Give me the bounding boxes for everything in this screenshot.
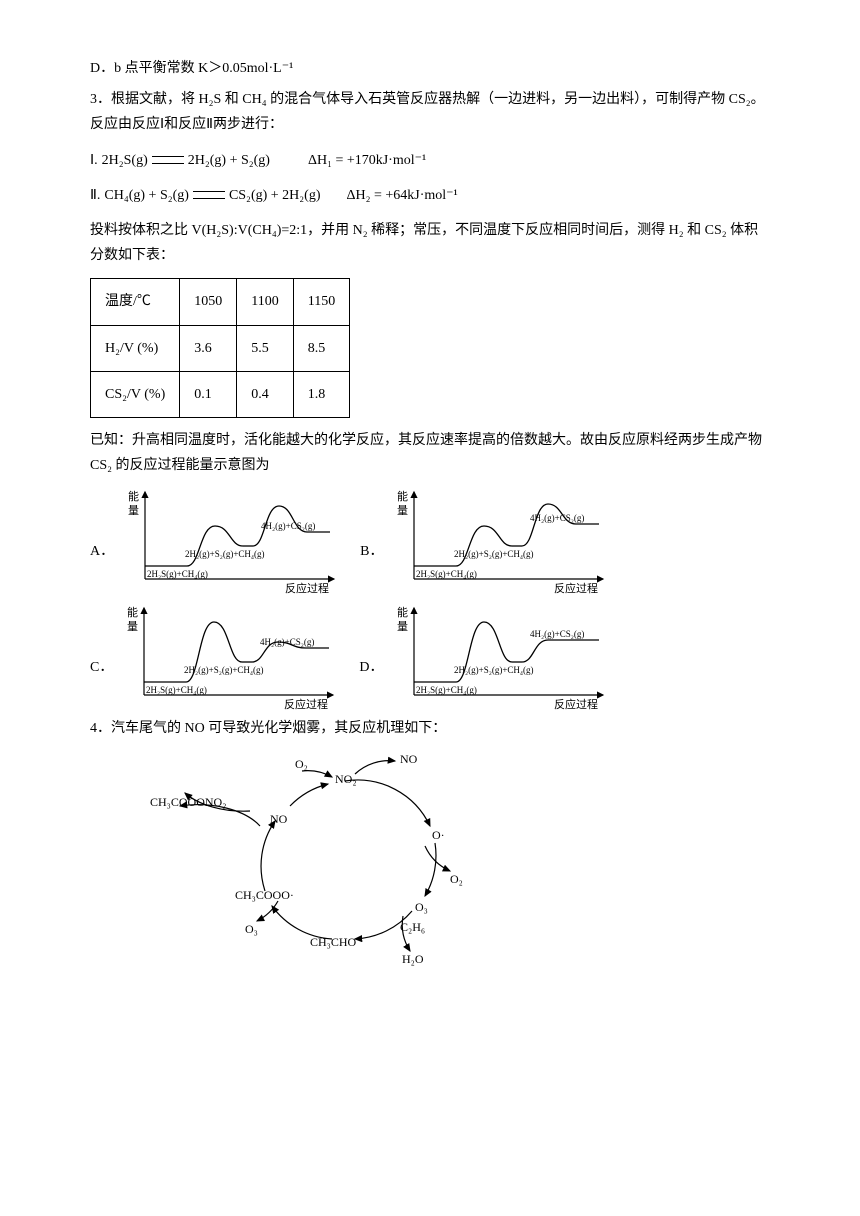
svg-text:能: 能 <box>127 605 138 619</box>
r1-left: 2H₂S(g) <box>102 148 148 173</box>
svg-text:CH₃COOO·: CH₃COOO· <box>235 888 294 902</box>
svg-text:2H₂(g)+S₂(g)+CH₄(g): 2H₂(g)+S₂(g)+CH₄(g) <box>454 665 534 675</box>
table-cell: 1050 <box>180 279 237 325</box>
option-d-text: D．b 点平衡常数 K＞0.05mol·L⁻¹ <box>90 56 770 81</box>
table-row: CS₂/V (%) 0.1 0.4 1.8 <box>91 371 350 417</box>
table-cell: 0.4 <box>237 371 293 417</box>
table-cell: 5.5 <box>237 325 293 371</box>
reaction-2: Ⅱ. CH₄(g) + S₂(g) CS₂(g) + 2H₂(g) ΔH₂ = … <box>90 183 770 208</box>
svg-text:能: 能 <box>397 605 408 619</box>
svg-text:C₂H₆: C₂H₆ <box>400 920 425 934</box>
r1-label: Ⅰ. <box>90 148 98 173</box>
svg-text:2H₂S(g)+CH₄(g): 2H₂S(g)+CH₄(g) <box>146 685 207 695</box>
svg-text:NO₂: NO₂ <box>335 772 357 786</box>
r2-right: CS₂(g) + 2H₂(g) <box>229 183 321 208</box>
reaction-mechanism-diagram: O₂ NO₂ NO O· O₂ O₃ C₂H₆ H₂O CH₃CHO O₃ CH… <box>150 751 770 971</box>
table-row: H₂/V (%) 3.6 5.5 8.5 <box>91 325 350 371</box>
option-label-d: D． <box>359 655 383 710</box>
svg-text:量: 量 <box>397 504 408 517</box>
option-label-b: B． <box>360 539 383 594</box>
svg-text:NO: NO <box>270 812 288 826</box>
q3-para3: 已知：升高相同温度时，活化能越大的化学反应，其反应速率提高的倍数越大。故由反应原… <box>90 428 770 478</box>
table-cell: 3.6 <box>180 325 237 371</box>
svg-text:2H₂(g)+S₂(g)+CH₄(g): 2H₂(g)+S₂(g)+CH₄(g) <box>184 665 264 675</box>
option-d: D． 能量反应过程 2H₂S(g)+CH₄(g) 2H₂(g)+S₂(g)+CH₄(… <box>359 600 609 710</box>
table-cell: 8.5 <box>293 325 349 371</box>
svg-text:O₂: O₂ <box>450 872 463 886</box>
option-b: B． 能量反应过程 2H₂S(g)+CH₄(g) 2H₂(g)+S₂(g)+CH₄(… <box>360 484 609 594</box>
table-cell: 1150 <box>293 279 349 325</box>
q4-stem: 4．汽车尾气的 NO 可导致光化学烟雾，其反应机理如下： <box>90 716 770 741</box>
svg-text:4H₂(g)+CS₂(g): 4H₂(g)+CS₂(g) <box>261 521 315 531</box>
r1-right: 2H₂(g) + S₂(g) <box>188 148 270 173</box>
svg-text:2H₂(g)+S₂(g)+CH₄(g): 2H₂(g)+S₂(g)+CH₄(g) <box>185 549 265 559</box>
svg-text:反应过程: 反应过程 <box>284 697 328 710</box>
energy-diagram-d: 能量反应过程 2H₂S(g)+CH₄(g) 2H₂(g)+S₂(g)+CH₄(g) 4… <box>389 600 609 710</box>
equilibrium-arrow-icon <box>193 188 225 202</box>
svg-text:NO: NO <box>400 752 418 766</box>
svg-text:量: 量 <box>127 620 138 633</box>
svg-text:O₃: O₃ <box>415 900 428 914</box>
svg-text:H₂O: H₂O <box>402 952 424 966</box>
table-cell: 1100 <box>237 279 293 325</box>
energy-diagram-c: 能量反应过程 2H₂S(g)+CH₄(g) 2H₂(g)+S₂(g)+CH₄(g) 4… <box>119 600 339 710</box>
reaction-1: Ⅰ. 2H₂S(g) 2H₂(g) + S₂(g) ΔH₁ = +170kJ·m… <box>90 148 770 173</box>
svg-text:4H₂(g)+CS₂(g): 4H₂(g)+CS₂(g) <box>530 629 584 639</box>
data-table: 温度/℃ 1050 1100 1150 H₂/V (%) 3.6 5.5 8.5… <box>90 278 350 418</box>
svg-text:CH₃CHO: CH₃CHO <box>310 935 357 949</box>
r2-dh: ΔH₂ = +64kJ·mol⁻¹ <box>346 183 457 208</box>
q3-intro: 3．根据文献，将 H₂S 和 CH₄ 的混合气体导入石英管反应器热解（一边进料，… <box>90 87 770 137</box>
svg-text:能: 能 <box>128 489 139 503</box>
svg-text:2H₂(g)+S₂(g)+CH₄(g): 2H₂(g)+S₂(g)+CH₄(g) <box>454 549 534 559</box>
svg-text:量: 量 <box>128 504 139 517</box>
svg-text:2H₂S(g)+CH₄(g): 2H₂S(g)+CH₄(g) <box>416 685 477 695</box>
option-a: A． 能量反应过程 2H₂S(g)+CH₄(g) 2H₂(g)+S₂(g)+CH₄(… <box>90 484 340 594</box>
svg-text:O₂: O₂ <box>295 757 308 771</box>
svg-text:4H₂(g)+CS₂(g): 4H₂(g)+CS₂(g) <box>530 513 584 523</box>
table-cell: 温度/℃ <box>91 279 180 325</box>
svg-text:O₃: O₃ <box>245 922 258 936</box>
svg-text:反应过程: 反应过程 <box>554 581 598 594</box>
table-row: 温度/℃ 1050 1100 1150 <box>91 279 350 325</box>
svg-text:2H₂S(g)+CH₄(g): 2H₂S(g)+CH₄(g) <box>416 569 477 579</box>
svg-text:量: 量 <box>397 620 408 633</box>
energy-diagram-b: 能量反应过程 2H₂S(g)+CH₄(g) 2H₂(g)+S₂(g)+CH₄(g) 4… <box>389 484 609 594</box>
table-cell: CS₂/V (%) <box>91 371 180 417</box>
svg-text:CH₃COOONO₂: CH₃COOONO₂ <box>150 795 226 809</box>
svg-text:4H₂(g)+CS₂(g): 4H₂(g)+CS₂(g) <box>260 637 314 647</box>
option-c: C． 能量反应过程 2H₂S(g)+CH₄(g) 2H₂(g)+S₂(g)+CH₄(… <box>90 600 339 710</box>
table-cell: H₂/V (%) <box>91 325 180 371</box>
option-label-c: C． <box>90 655 113 710</box>
svg-text:反应过程: 反应过程 <box>554 697 598 710</box>
energy-diagram-a: 能量反应过程 2H₂S(g)+CH₄(g) 2H₂(g)+S₂(g)+CH₄(g) 4… <box>120 484 340 594</box>
table-cell: 0.1 <box>180 371 237 417</box>
svg-text:反应过程: 反应过程 <box>285 581 329 594</box>
svg-text:能: 能 <box>397 489 408 503</box>
option-label-a: A． <box>90 539 114 594</box>
svg-text:O·: O· <box>432 828 445 842</box>
table-cell: 1.8 <box>293 371 349 417</box>
svg-text:2H₂S(g)+CH₄(g): 2H₂S(g)+CH₄(g) <box>147 569 208 579</box>
r2-left: CH₄(g) + S₂(g) <box>104 183 189 208</box>
equilibrium-arrow-icon <box>152 153 184 167</box>
r1-dh: ΔH₁ = +170kJ·mol⁻¹ <box>308 148 426 173</box>
q3-para2: 投料按体积之比 V(H₂S):V(CH₄)=2:1，并用 N₂ 稀释；常压，不同… <box>90 218 770 268</box>
r2-label: Ⅱ. <box>90 183 100 208</box>
